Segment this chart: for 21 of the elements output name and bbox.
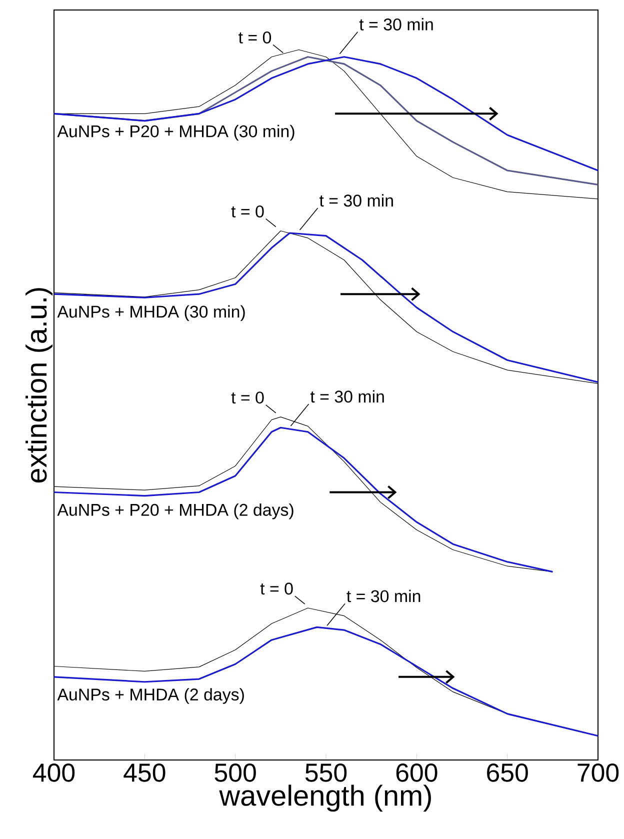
x-tick-label: 600 [396, 764, 438, 782]
annotation: t = 30 min [346, 590, 420, 602]
x-tick-label: 550 [305, 764, 347, 782]
annotation: t = 0 [260, 582, 293, 595]
annotation: t = 0 [238, 31, 272, 44]
x-tick-label: 400 [32, 764, 75, 782]
x-tick-label: 650 [487, 764, 528, 782]
annotation: t = 0 [231, 205, 264, 218]
y-axis-title: extinction (a.u.) [26, 288, 52, 483]
annotation: AuNPs + MHDA (30 min) [57, 305, 245, 322]
annotation: AuNPs + P20 + MHDA (2 days) [57, 503, 294, 520]
annotation: AuNPs + P20 + MHDA (30 min) [57, 124, 294, 141]
annotation: t = 30 min [319, 194, 393, 207]
annotation: t = 30 min [359, 18, 433, 30]
annotation: AuNPs + MHDA (2 days) [57, 688, 244, 704]
annotation: t = 0 [231, 392, 264, 404]
annotation: t = 30 min [310, 390, 384, 403]
x-tick-label: 450 [124, 764, 166, 782]
x-tick-label: 700 [578, 764, 619, 782]
x-axis-title: wavelength (nm) [219, 784, 431, 812]
x-tick-label: 500 [214, 764, 256, 782]
